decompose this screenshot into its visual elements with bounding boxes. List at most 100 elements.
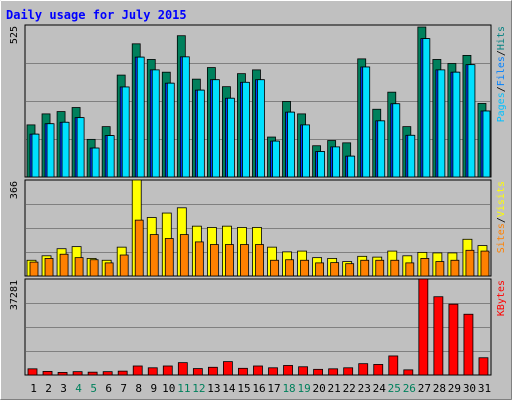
bar-pages-day-26 xyxy=(407,134,416,178)
day-label-3: 3 xyxy=(60,382,67,395)
day-label-25: 25 xyxy=(388,382,401,395)
bar-kbytes-day-15 xyxy=(238,367,248,376)
bar-kbytes-day-4 xyxy=(72,371,83,376)
bar-kbytes-day-5 xyxy=(87,371,98,376)
bar-sites-day-1 xyxy=(29,261,39,277)
bar-sites-day-28 xyxy=(435,261,445,277)
day-label-13: 13 xyxy=(207,382,220,395)
bar-kbytes-day-1 xyxy=(27,368,38,376)
day-label-9: 9 xyxy=(150,382,157,395)
bar-sites-day-30 xyxy=(465,249,475,277)
axis-legend-sep: / xyxy=(496,217,507,223)
bar-kbytes-day-6 xyxy=(102,371,113,376)
bar-pages-day-9 xyxy=(151,69,160,178)
axis-legend-sep: / xyxy=(496,50,507,56)
day-axis-labels: 1 2 3 4 5 6 7 8 9 10 11 12 13 14 15 16 17 18 19 20 21 22 23 24 2… xyxy=(30,382,491,395)
bar-pages-day-8 xyxy=(136,56,145,178)
bar-sites-day-21 xyxy=(330,262,340,277)
bar-pages-day-20 xyxy=(317,151,326,178)
axis-legend-sep: / xyxy=(496,86,507,92)
bar-kbytes-day-25 xyxy=(388,355,399,376)
day-label-8: 8 xyxy=(135,382,142,395)
bar-sites-day-14 xyxy=(225,244,234,277)
bar-pages-day-14 xyxy=(227,97,235,178)
bar-sites-day-26 xyxy=(405,262,415,277)
bar-kbytes-day-24 xyxy=(373,364,384,376)
bar-pages-day-2 xyxy=(46,123,55,178)
day-label-22: 22 xyxy=(343,382,356,395)
day-label-15: 15 xyxy=(237,382,250,395)
bar-kbytes-day-17 xyxy=(268,367,278,376)
bar-sites-day-18 xyxy=(285,259,294,277)
day-label-27: 27 xyxy=(418,382,431,395)
ymax-label: 37281 xyxy=(9,280,20,310)
bar-sites-day-13 xyxy=(209,244,219,277)
bar-sites-day-8 xyxy=(134,219,144,277)
bar-pages-day-5 xyxy=(91,147,100,178)
bar-sites-day-24 xyxy=(375,259,385,277)
day-label-10: 10 xyxy=(162,382,175,395)
bar-pages-day-27 xyxy=(422,38,431,178)
bar-pages-day-25 xyxy=(392,103,401,178)
day-label-2: 2 xyxy=(45,382,52,395)
bar-kbytes-day-20 xyxy=(313,368,324,376)
day-label-12: 12 xyxy=(192,382,205,395)
bar-kbytes-day-19 xyxy=(298,366,308,376)
bar-kbytes-day-13 xyxy=(207,366,218,376)
bar-pages-day-28 xyxy=(437,69,446,178)
day-label-1: 1 xyxy=(30,382,37,395)
axis-legend-sites: Sites xyxy=(496,223,507,253)
bar-pages-day-30 xyxy=(467,64,476,178)
bar-kbytes-day-8 xyxy=(132,365,143,376)
day-label-31: 31 xyxy=(478,382,491,395)
bar-sites-day-19 xyxy=(300,259,309,277)
day-label-7: 7 xyxy=(120,382,127,395)
bar-pages-day-3 xyxy=(61,121,70,178)
bar-sites-day-31 xyxy=(480,250,490,277)
ymax-label: 525 xyxy=(9,26,20,44)
bar-sites-day-4 xyxy=(74,257,84,277)
axis-legend-visits: Visits xyxy=(496,181,507,217)
bar-kbytes-day-21 xyxy=(328,368,339,376)
day-label-24: 24 xyxy=(373,382,387,395)
bar-sites-day-16 xyxy=(255,244,264,277)
bar-pages-day-4 xyxy=(76,117,85,178)
bar-kbytes-day-3 xyxy=(57,372,68,376)
day-label-6: 6 xyxy=(105,382,112,395)
bar-sites-day-15 xyxy=(240,244,249,277)
bar-pages-day-13 xyxy=(211,79,220,178)
day-label-21: 21 xyxy=(328,382,341,395)
day-label-18: 18 xyxy=(282,382,295,395)
bar-pages-day-19 xyxy=(302,124,310,178)
bar-kbytes-day-31 xyxy=(478,357,489,376)
axis-legend-pages: Pages xyxy=(496,92,507,122)
bar-kbytes-day-11 xyxy=(177,362,188,376)
bar-pages-day-15 xyxy=(242,81,250,178)
axis-legend: KBytes xyxy=(496,280,507,316)
bar-kbytes-day-23 xyxy=(358,363,369,376)
bar-kbytes-day-16 xyxy=(253,365,263,376)
bar-pages-day-11 xyxy=(181,56,190,178)
bar-kbytes-day-29 xyxy=(448,303,459,376)
day-label-19: 19 xyxy=(297,382,310,395)
bar-kbytes-day-30 xyxy=(463,313,474,376)
bar-kbytes-day-18 xyxy=(283,365,293,376)
bar-sites-day-12 xyxy=(194,241,204,277)
day-label-30: 30 xyxy=(463,382,476,395)
bar-sites-day-25 xyxy=(390,259,400,277)
bar-pages-day-29 xyxy=(452,71,461,178)
bar-pages-day-1 xyxy=(31,133,40,178)
axis-legend-files: Files xyxy=(496,56,507,86)
day-label-16: 16 xyxy=(252,382,265,395)
axis-legend: Pages/Files/Hits xyxy=(496,26,507,122)
ymax-label: 366 xyxy=(9,181,20,199)
day-label-20: 20 xyxy=(313,382,326,395)
bar-kbytes-day-12 xyxy=(192,368,203,376)
bar-kbytes-day-9 xyxy=(147,367,158,376)
bar-pages-day-31 xyxy=(482,110,491,178)
day-label-29: 29 xyxy=(448,382,461,395)
bar-kbytes-day-14 xyxy=(223,361,233,376)
day-label-23: 23 xyxy=(358,382,371,395)
chart-title: Daily usage for July 2015 xyxy=(6,8,187,22)
